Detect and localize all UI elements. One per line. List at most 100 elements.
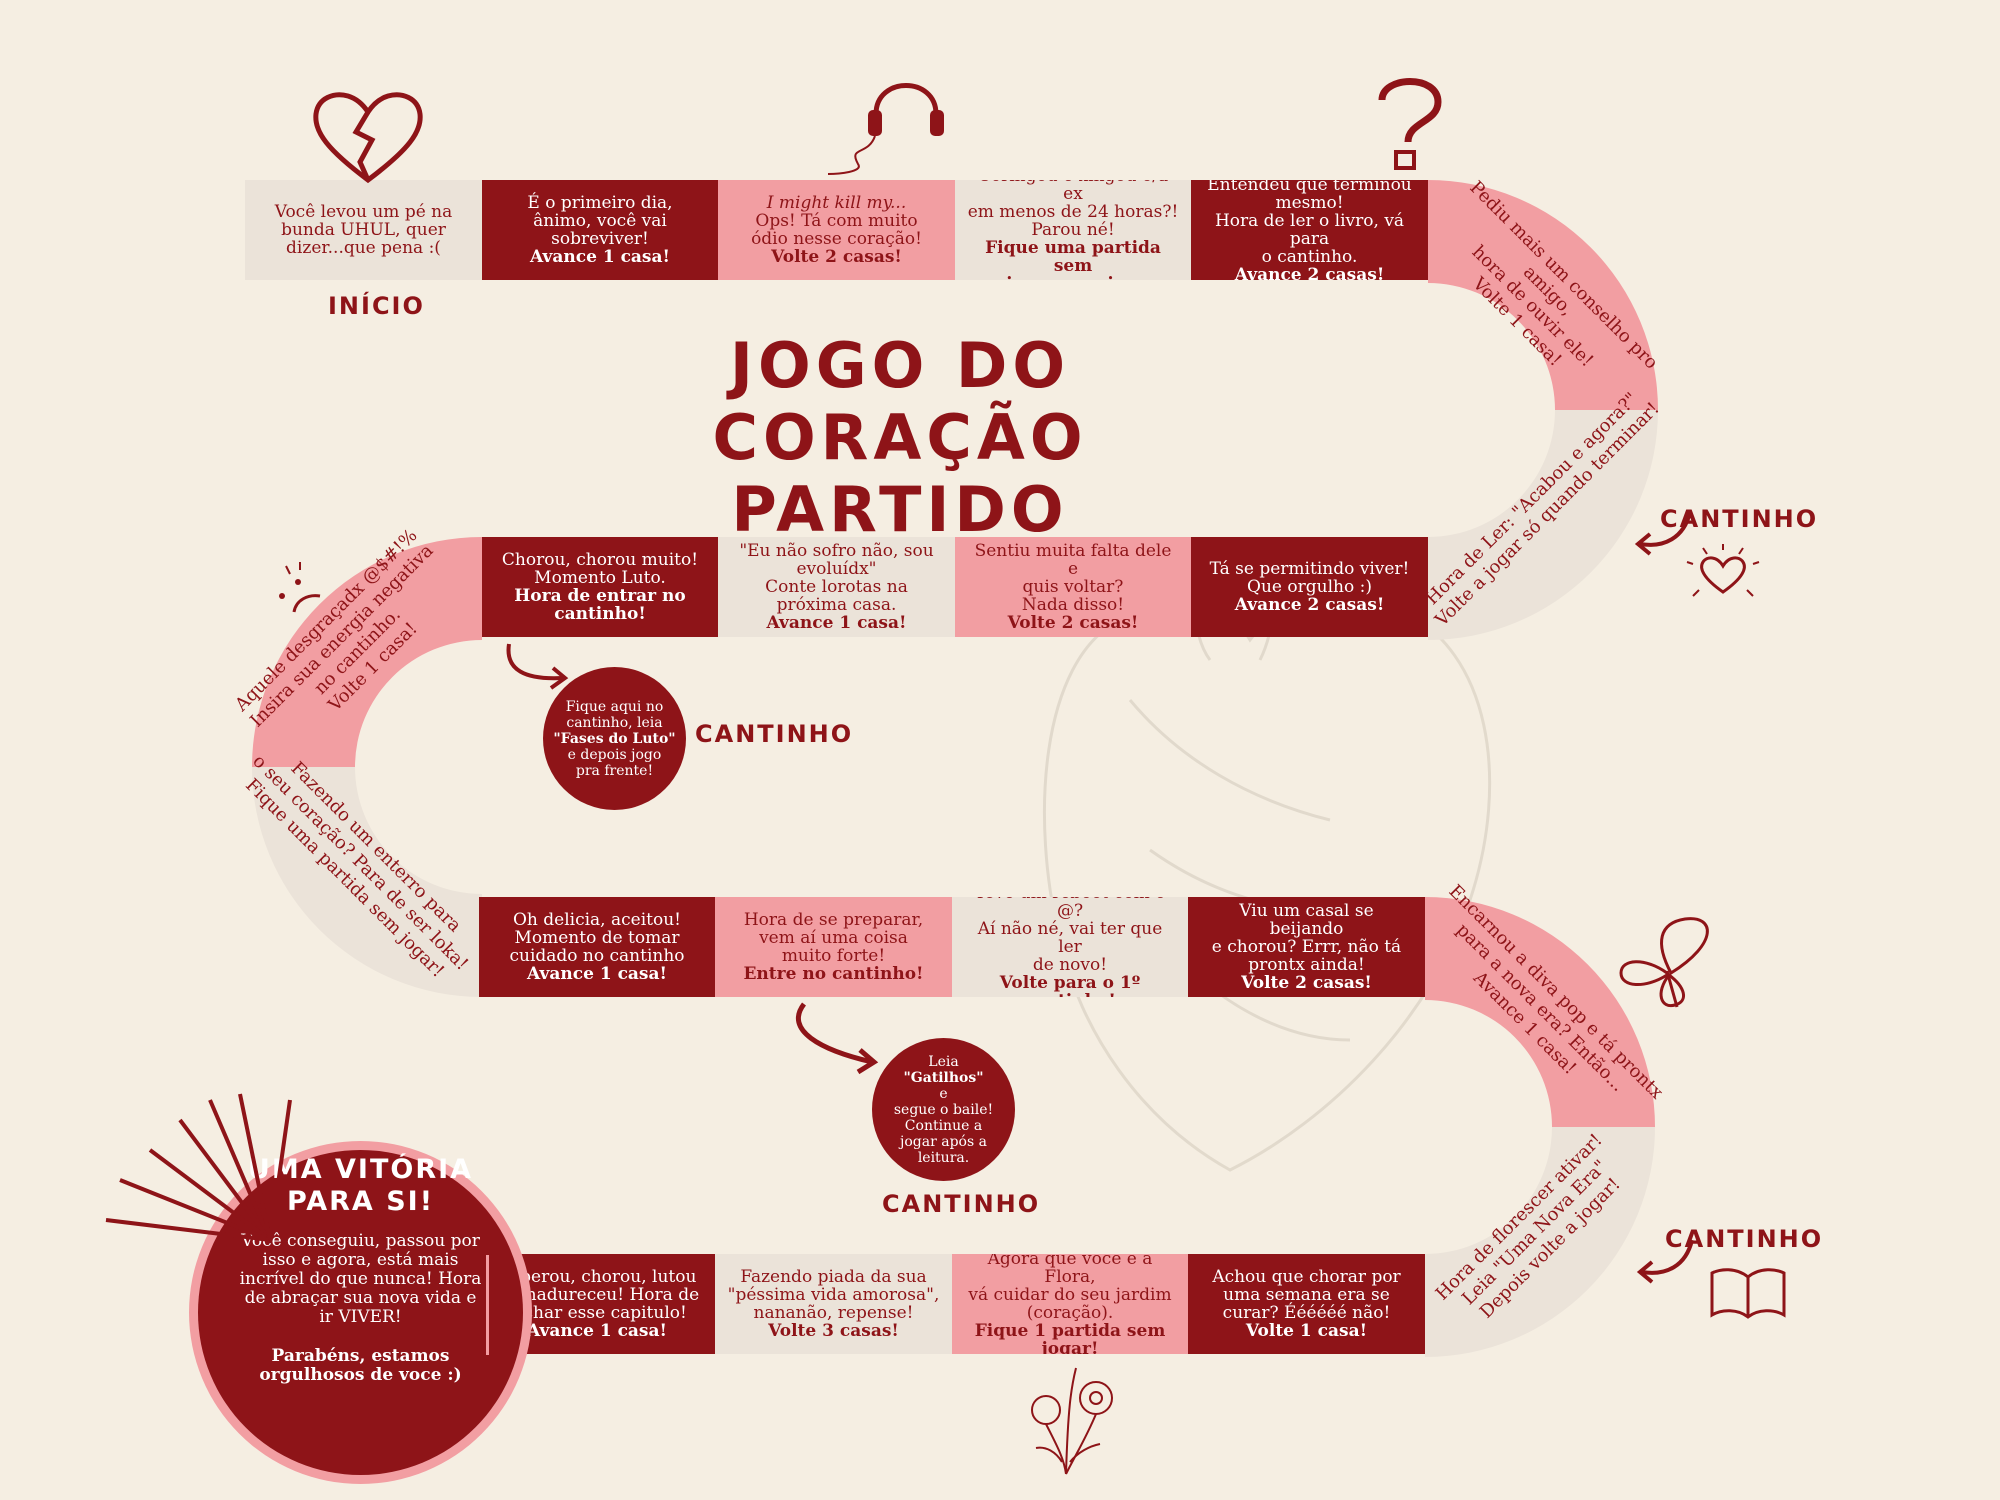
cell-text: Agora que voce é a Flora,: [987, 1254, 1153, 1287]
cell-text: Chorou, chorou muito!: [501, 550, 699, 570]
cell-bold-text: Volte 2 casas!: [771, 247, 902, 267]
cell-text: Superou, chorou, lutou: [497, 1267, 697, 1287]
cell-text: Viu um casal se beijando: [1239, 901, 1374, 939]
inicio-label: INÍCIO: [328, 292, 425, 320]
cell-bold-text: Avance 1 casa!: [766, 613, 907, 633]
cell-text: bunda UHUL, quer: [281, 220, 446, 240]
row3-cell-1: Oh delicia, aceitou! Momento de tomar cuid…: [479, 897, 715, 997]
row4-cell-2: Fazendo piada da sua "péssima vida amoros…: [715, 1254, 952, 1354]
cell-bold-text: Volte 2 casas!: [1007, 613, 1139, 633]
row4-cell-4: Achou que chorar por uma semana era se cur…: [1188, 1254, 1425, 1354]
cell-bold-text: Fique uma partida sem: [985, 238, 1161, 276]
row2-cell-1: Chorou, chorou muito! Momento Luto. Hora d…: [482, 537, 718, 637]
cell-bold-text: jogar, respira.: [1006, 275, 1140, 280]
title-line-2: CORAÇÃO PARTIDO: [712, 401, 1088, 546]
headphones-icon: [828, 83, 944, 175]
row4-cell-3: Agora que voce é a Flora, vá cuidar do se…: [952, 1254, 1188, 1354]
flowers-icon: [1031, 1367, 1113, 1475]
cell-text: Momento de tomar: [514, 928, 680, 948]
cell-text: de novo!: [1032, 955, 1108, 975]
cell-text: sobreviver!: [551, 229, 649, 249]
victory-congrats: Parabéns, estamos orgulhosos de voce :): [259, 1346, 462, 1385]
row1-cell-5: Entendeu que terminou mesmo! Hora de ler o…: [1191, 180, 1428, 280]
cell-bold-text: Avance 2 casas!: [1234, 595, 1385, 615]
cell-text: Teve um reboot com o @?: [975, 897, 1166, 921]
cell-text: Momento Luto.: [534, 568, 666, 588]
cell-text: nananão, repense!: [753, 1303, 914, 1323]
cell-text: Você levou um pé na: [274, 202, 453, 222]
cell-text: próxima casa.: [776, 595, 897, 615]
row3-cell-2: Hora de se preparar, vem aí uma coisa muit…: [715, 897, 952, 997]
cell-text: vá cuidar do seu jardim: [968, 1285, 1172, 1305]
cell-bold-text: Volte para o 1º cantinho!: [999, 973, 1141, 997]
broken-heart-icon: [313, 92, 423, 184]
victory-circle: UMA VITÓRIA PARA SI! Você conseguiu, pas…: [198, 1150, 523, 1475]
cell-text: e amadureceu! Hora de: [494, 1285, 700, 1305]
cell-bold-text: jogar!: [1041, 1339, 1099, 1354]
cell-text: Hora de ler o livro, vá para: [1214, 211, 1405, 249]
cell-text: Que orgulho :): [1247, 577, 1372, 597]
arrow-icon: [1634, 511, 1692, 556]
victory-title-2: PARA SI!: [286, 1186, 435, 1217]
row4-cell-1: Superou, chorou, lutou e amadureceu! Hora…: [479, 1254, 715, 1354]
cell-text: curar? Éééééé não!: [1222, 1303, 1391, 1323]
circle-text: pra frente!: [575, 762, 654, 779]
heart-icon: [1686, 544, 1760, 597]
row2-cell-3: Sentiu muita falta dele e quis voltar? Nad…: [955, 537, 1191, 637]
cell-text: "péssima vida amorosa",: [727, 1285, 940, 1305]
row1-cell-2: É o primeiro dia, ânimo, você vai sobreviv…: [482, 180, 718, 280]
cell-bold-text: Volte 1 casa!: [1245, 1321, 1368, 1341]
circle-text: Leia: [928, 1053, 959, 1070]
circle-text: cantinho, leia: [566, 714, 663, 731]
cell-bold-text: Avance 1 casa!: [526, 964, 667, 984]
cell-text: Parou né!: [1031, 220, 1115, 240]
butterfly-icon: [1619, 917, 1709, 1008]
cell-text: muito forte!: [781, 946, 886, 966]
row3-cell-3: Teve um reboot com o @?Aí não né, vai te…: [952, 897, 1188, 997]
cell-text: prontx ainda!: [1248, 955, 1365, 975]
cell-bold-text: Avance 1 casa!: [529, 247, 670, 267]
cell-text: dizer...que pena :(: [286, 238, 441, 258]
victory-title-1: UMA VITÓRIA: [247, 1154, 474, 1185]
cell-text: mesmo!: [1275, 193, 1344, 213]
cell-text: Conte lorotas na: [765, 577, 908, 597]
circle-text: e: [939, 1085, 948, 1102]
circle-bold-text: "Fases do Luto": [553, 730, 676, 747]
cell-bold-text: Volte 2 casas!: [1241, 973, 1372, 993]
cell-text: Tá se permitindo viver!: [1209, 559, 1410, 579]
cell-text: Achou que chorar por: [1212, 1267, 1401, 1287]
circle-text: e depois jogo: [567, 746, 662, 763]
cell-text: ódio nesse coração!: [751, 229, 922, 249]
victory-divider: [486, 1255, 489, 1355]
cell-text: quis voltar?: [1022, 577, 1124, 597]
row2-cell-2: "Eu não sofro não, sou evoluídx" Conte lor…: [718, 537, 955, 637]
cell-text: Aí não né, vai ter que ler: [977, 919, 1163, 957]
cell-text: "Eu não sofro não, sou: [739, 541, 934, 561]
cantinho-circle-1: Fique aqui no cantinho, leia "Fases do Lut…: [543, 667, 686, 810]
cell-text: Ops! Tá com muito: [755, 211, 918, 231]
cell-bold-text: cantinho!: [554, 604, 646, 624]
cell-bold-text: Hora de entrar no: [514, 586, 686, 606]
cell-text: Hora de se preparar,: [743, 910, 924, 930]
book-icon: [1710, 1268, 1786, 1319]
cell-bold-text: Avance 2 casas!: [1234, 265, 1385, 280]
arrow-icon: [506, 643, 569, 690]
cell-text: ânimo, você vai: [533, 211, 667, 231]
cell-text: Oh delicia, aceitou!: [512, 910, 681, 930]
cell-text: Fazendo piada da sua: [740, 1267, 927, 1287]
cell-text: Entendeu que terminou: [1207, 180, 1412, 195]
question-mark-icon: [1378, 78, 1442, 170]
circle-text: leitura.: [917, 1149, 970, 1166]
cell-text: uma semana era se: [1223, 1285, 1390, 1305]
cell-text: (coração).: [1026, 1303, 1114, 1323]
circle-text: Continue a: [904, 1117, 983, 1134]
row3-cell-4: Viu um casal se beijando e chorou? Errr, …: [1188, 897, 1425, 997]
title-line-1: JOGO DO: [729, 329, 1071, 402]
cell-text: É o primeiro dia,: [527, 193, 673, 213]
cell-bold-text: Entre no cantinho!: [743, 964, 924, 984]
cell-text: evoluídx": [796, 559, 877, 579]
cell-text: e chorou? Errr, não tá: [1211, 937, 1402, 957]
